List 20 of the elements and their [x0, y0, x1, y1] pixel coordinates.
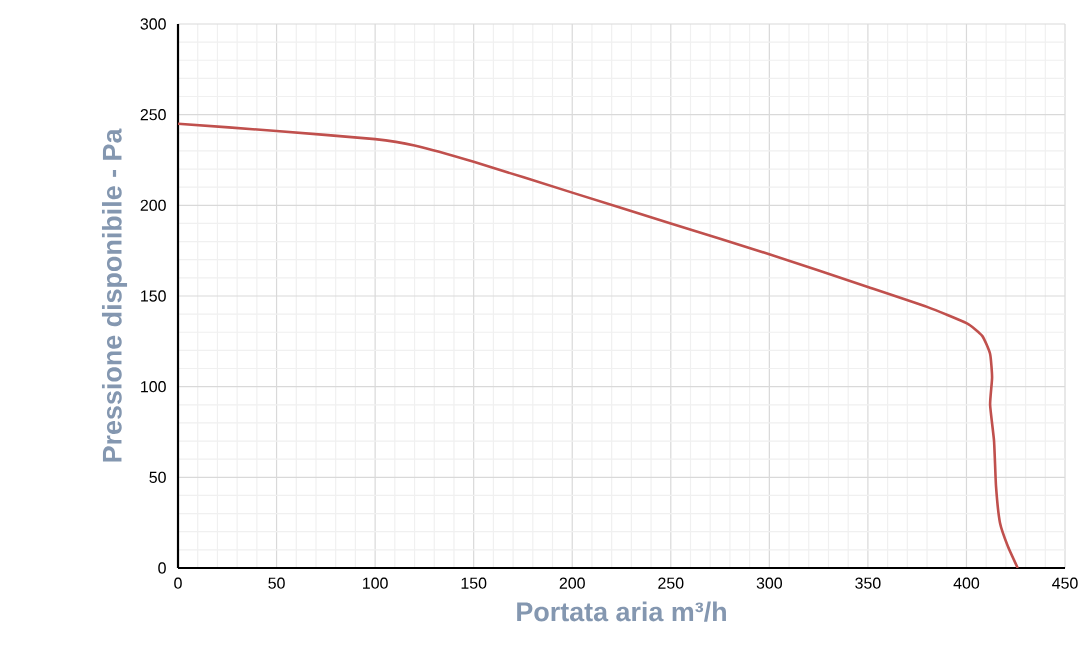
- x-tick-label: 0: [174, 577, 182, 589]
- y-tick-label: 300: [140, 18, 166, 30]
- x-tick-label: 350: [855, 577, 881, 589]
- y-tick-label: 250: [140, 109, 166, 121]
- y-tick-label: 150: [141, 290, 166, 302]
- y-tick-label: 100: [141, 381, 166, 393]
- x-tick-label: 50: [268, 577, 285, 589]
- x-tick-label: 250: [658, 577, 684, 589]
- y-axis-title: Pressione disponibile - Pa: [101, 128, 128, 462]
- x-tick-label: 150: [461, 577, 487, 589]
- x-axis-title: Portata aria m³/h: [517, 601, 726, 622]
- y-tick-label: 0: [158, 562, 166, 574]
- x-tick-label: 200: [559, 577, 585, 589]
- x-tick-label: 100: [363, 577, 388, 589]
- x-tick-label: 450: [1052, 577, 1078, 589]
- y-tick-label: 50: [149, 471, 166, 483]
- x-tick-label: 400: [953, 577, 980, 589]
- y-tick-label: 200: [140, 199, 166, 211]
- line-series: [178, 122, 1020, 568]
- x-tick-label: 300: [756, 577, 783, 589]
